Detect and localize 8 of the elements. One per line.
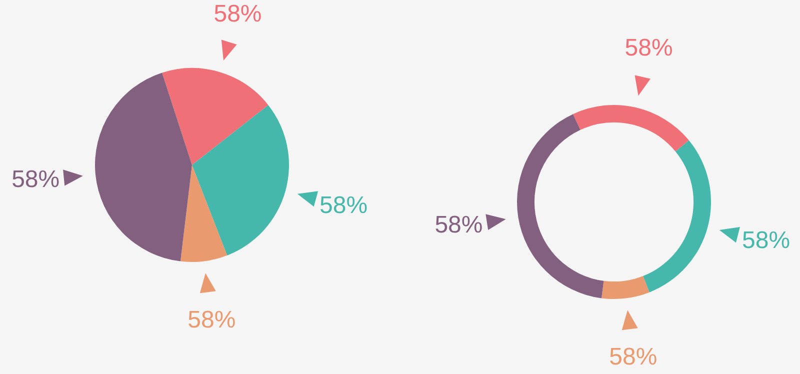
text: 58% <box>12 166 60 193</box>
text: 58% <box>320 192 368 220</box>
text: 58% <box>214 0 262 28</box>
text: 58% <box>742 227 790 254</box>
text: 58% <box>434 212 483 239</box>
text: 58% <box>609 344 658 371</box>
text: 58% <box>624 34 673 62</box>
text: 58% <box>188 306 236 334</box>
